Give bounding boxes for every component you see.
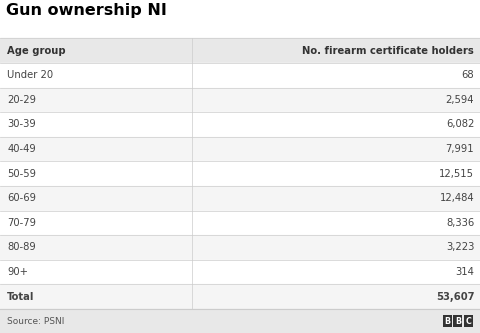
Text: 70-79: 70-79 — [7, 218, 36, 228]
Text: 80-89: 80-89 — [7, 242, 36, 252]
Text: 60-69: 60-69 — [7, 193, 36, 203]
Text: 12,515: 12,515 — [439, 168, 474, 179]
Text: 90+: 90+ — [7, 267, 28, 277]
Bar — [0, 162, 480, 186]
Text: 30-39: 30-39 — [7, 120, 36, 130]
Bar — [0, 309, 480, 333]
Bar — [0, 260, 480, 284]
Text: B: B — [455, 316, 461, 326]
Bar — [0, 137, 480, 162]
Text: 40-49: 40-49 — [7, 144, 36, 154]
Bar — [0, 235, 480, 260]
Bar — [0, 186, 480, 210]
Text: Source: PSNI: Source: PSNI — [7, 316, 65, 326]
Text: 7,991: 7,991 — [445, 144, 474, 154]
Text: 53,607: 53,607 — [436, 292, 474, 302]
Text: Under 20: Under 20 — [7, 70, 53, 80]
Text: Gun ownership NI: Gun ownership NI — [6, 3, 167, 18]
Text: Age group: Age group — [7, 46, 66, 56]
Text: Total: Total — [7, 292, 35, 302]
Bar — [0, 112, 480, 137]
Text: 6,082: 6,082 — [446, 120, 474, 130]
Text: 2,594: 2,594 — [446, 95, 474, 105]
Text: 68: 68 — [462, 70, 474, 80]
Text: 8,336: 8,336 — [446, 218, 474, 228]
Text: B: B — [444, 316, 450, 326]
Bar — [0, 38, 480, 63]
Bar — [0, 210, 480, 235]
Text: 12,484: 12,484 — [440, 193, 474, 203]
Bar — [0, 63, 480, 88]
Text: 3,223: 3,223 — [446, 242, 474, 252]
Bar — [0, 88, 480, 112]
Bar — [0, 284, 480, 309]
Text: C: C — [466, 316, 471, 326]
Text: 314: 314 — [456, 267, 474, 277]
Text: No. firearm certificate holders: No. firearm certificate holders — [302, 46, 474, 56]
Text: 50-59: 50-59 — [7, 168, 36, 179]
Text: 20-29: 20-29 — [7, 95, 36, 105]
